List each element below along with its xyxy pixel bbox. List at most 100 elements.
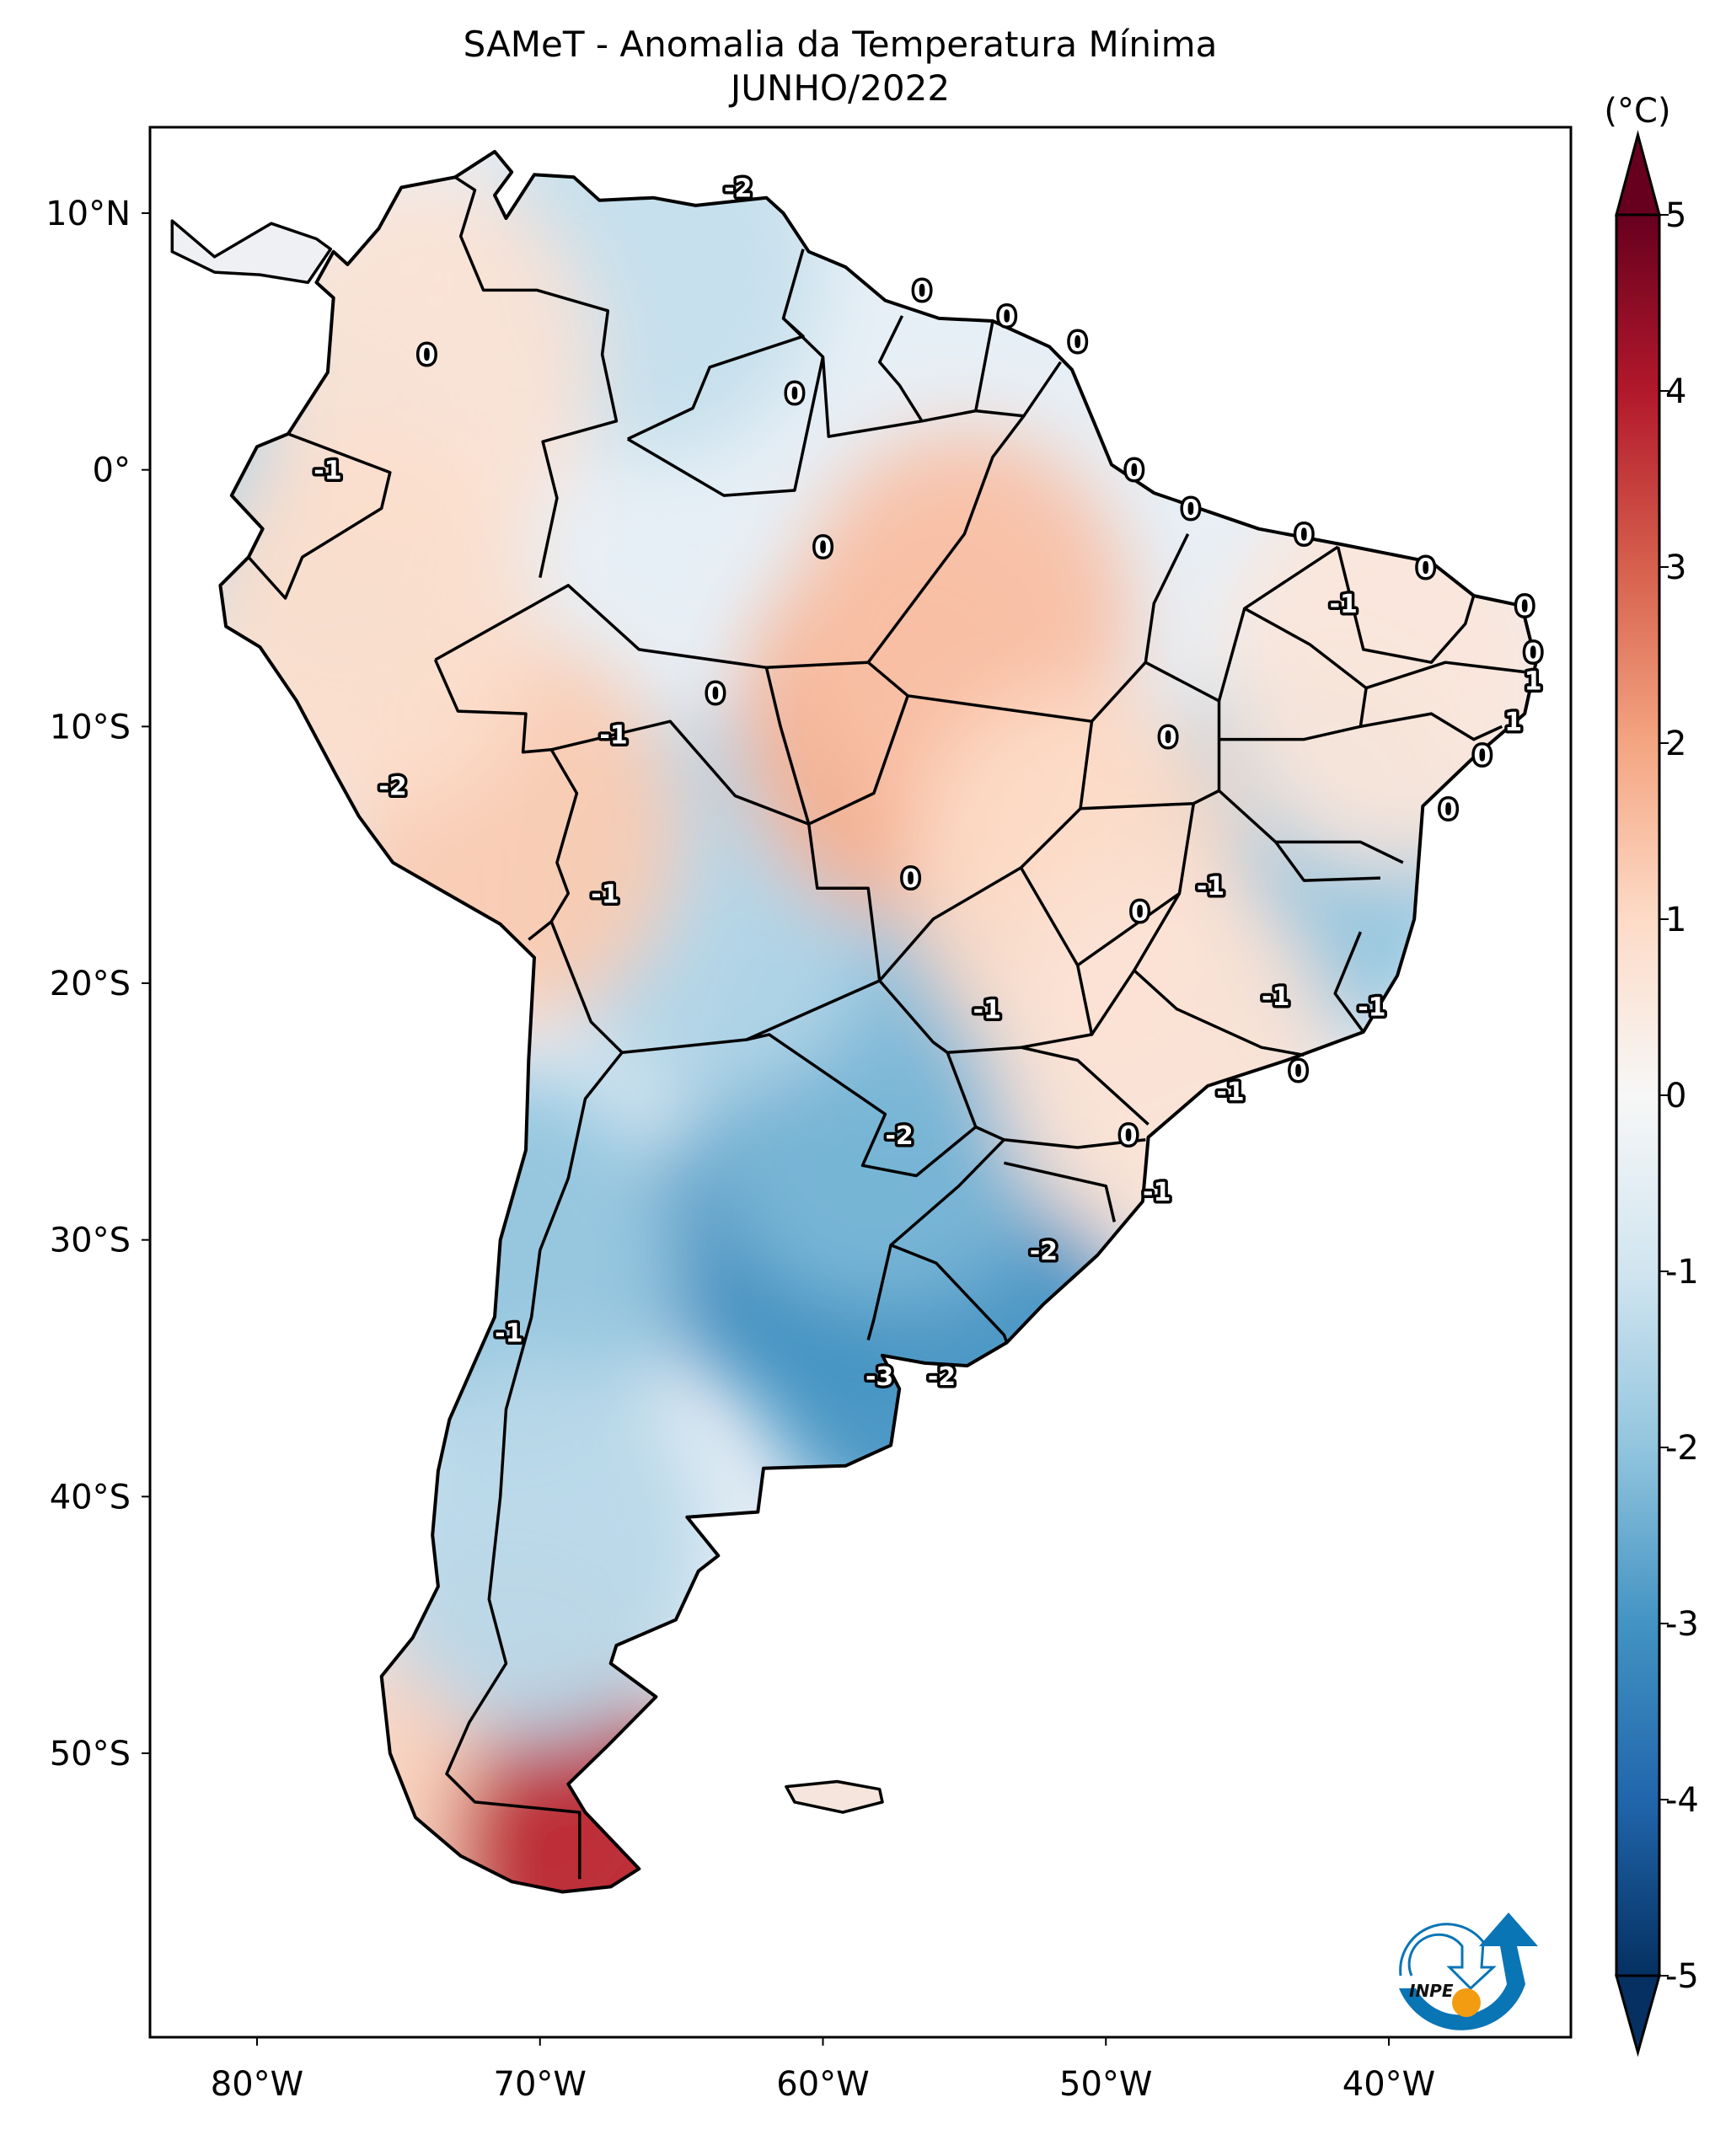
contour-label: 0 [914, 276, 931, 306]
border-line [445, 1051, 624, 1880]
contour-label: -2 [885, 1121, 913, 1151]
border-line [626, 356, 825, 497]
colorbar-extend-max [1615, 130, 1661, 217]
colorbar-tick-label: 5 [1665, 196, 1686, 235]
contour-label: 0 [1120, 1121, 1138, 1151]
border-line [247, 432, 392, 600]
y-tick-label: 10°S [50, 708, 131, 746]
border-line [807, 695, 909, 826]
contour-label: 0 [998, 302, 1016, 332]
border-line [764, 666, 811, 825]
border-line [866, 1126, 1006, 1340]
contour-label: 0 [1439, 795, 1457, 825]
coastline [218, 149, 1538, 1894]
colorbar-tick-label: 2 [1665, 725, 1686, 763]
colorbar-tick-label: -4 [1665, 1781, 1699, 1820]
contour-label: -1 [1216, 1078, 1244, 1107]
anomaly-patagonia-north-cold [371, 1354, 709, 1742]
logo-arrow-icon [1399, 1923, 1497, 1991]
x-axis: 80°W 70°W 60°W 50°W 40°W [211, 2037, 1435, 2104]
contour-label: 0 [1131, 898, 1149, 928]
colorbar-tick-label: -2 [1665, 1429, 1699, 1468]
contour-label: 0 [902, 864, 919, 894]
y-axis: 10°N 0° 10°S 20°S 30°S 40°S 50°S [46, 195, 150, 1773]
contour-label: 0 [1160, 724, 1177, 753]
colorbar: (°C) 5 4 3 2 1 0 -1 -2 -3 -4 -5 [1604, 92, 1699, 2057]
border-line [1274, 841, 1380, 882]
colorbar-tick-label: -5 [1665, 1957, 1699, 1996]
border-line [1219, 607, 1368, 741]
anomaly-tierra-del-fuego-warm [453, 1691, 740, 1892]
y-tick-label: 20°S [50, 965, 131, 1003]
border-line [746, 979, 978, 1178]
colorbar-bar [1615, 213, 1661, 1977]
anomaly-peru-north-warm [220, 430, 539, 818]
contour-label: -1 [1330, 590, 1358, 619]
y-tick-label: 40°S [50, 1478, 131, 1517]
falklands-outline [785, 1779, 884, 1814]
y-tick-label: 30°S [50, 1222, 131, 1260]
contour-label: 0 [1289, 1057, 1307, 1087]
contour-label: 0 [706, 680, 724, 709]
contour-label: -2 [378, 772, 406, 801]
contour-label: -2 [928, 1362, 956, 1392]
border-line [1133, 892, 1305, 1057]
logo-swoosh-icon [1399, 1913, 1538, 2030]
x-tick-label: 60°W [776, 2065, 869, 2104]
border-line [454, 175, 619, 578]
country-borders [170, 175, 1531, 1880]
contour-label: -1 [1197, 872, 1225, 901]
colorbar-extend-min [1615, 1974, 1661, 2057]
contour-label: 0 [1295, 521, 1313, 550]
colorbar-label: (°C) [1604, 92, 1670, 131]
contour-label: 0 [1473, 741, 1491, 771]
inpe-logo: INPE [1399, 1913, 1538, 2030]
border-line [866, 415, 1026, 664]
border-line [1218, 789, 1404, 864]
border-line [878, 866, 1022, 982]
colorbar-tick-label: -3 [1665, 1605, 1699, 1644]
contour-label: 1 [1504, 708, 1522, 737]
border-line [1004, 1161, 1117, 1222]
contour-label: -1 [973, 995, 1001, 1025]
border-line [890, 1244, 1009, 1344]
contour-label: 0 [1182, 495, 1200, 524]
chart-title: SAMeT - Anomalia da Temperatura Mínima [463, 24, 1218, 65]
contour-label: 0 [1525, 639, 1542, 668]
contour-label: -2 [1030, 1237, 1058, 1266]
border-line [1360, 712, 1503, 741]
contour-label: 0 [814, 533, 832, 563]
anomaly-northeast-brazil-warm [1220, 481, 1536, 869]
y-tick-label: 50°S [50, 1735, 131, 1773]
contour-label: 0 [1069, 328, 1086, 357]
logo-sun-icon [1452, 1988, 1481, 2017]
contour-label: -1 [1358, 992, 1385, 1022]
border-line [434, 533, 1190, 723]
y-tick-label: 0° [93, 452, 131, 490]
colorbar-tick-label: -1 [1665, 1253, 1699, 1292]
border-line [433, 659, 579, 941]
map-frame [148, 126, 1573, 2039]
contour-label: 0 [1516, 592, 1534, 622]
border-line [1021, 1046, 1150, 1126]
x-tick-label: 80°W [211, 2065, 303, 2104]
x-tick-label: 50°W [1059, 2065, 1152, 2104]
border-line [1091, 969, 1136, 1035]
border-line [549, 720, 882, 1055]
y-tick-label: 10°N [46, 195, 131, 233]
contour-label: 0 [1417, 554, 1434, 583]
contour-label: -1 [599, 720, 627, 750]
border-line [1336, 546, 1476, 664]
contour-label: -1 [1262, 982, 1289, 1012]
contour-label: -3 [866, 1362, 893, 1392]
colorbar-tick-label: 1 [1665, 901, 1686, 939]
logo-text: INPE [1409, 1981, 1454, 2001]
border-line [627, 249, 805, 441]
chart-subtitle: JUNHO/2022 [730, 67, 951, 109]
colorbar-tick-label: 4 [1665, 372, 1686, 411]
x-tick-label: 40°W [1342, 2065, 1435, 2104]
contour-label: -1 [314, 457, 341, 486]
border-line [1365, 661, 1531, 690]
